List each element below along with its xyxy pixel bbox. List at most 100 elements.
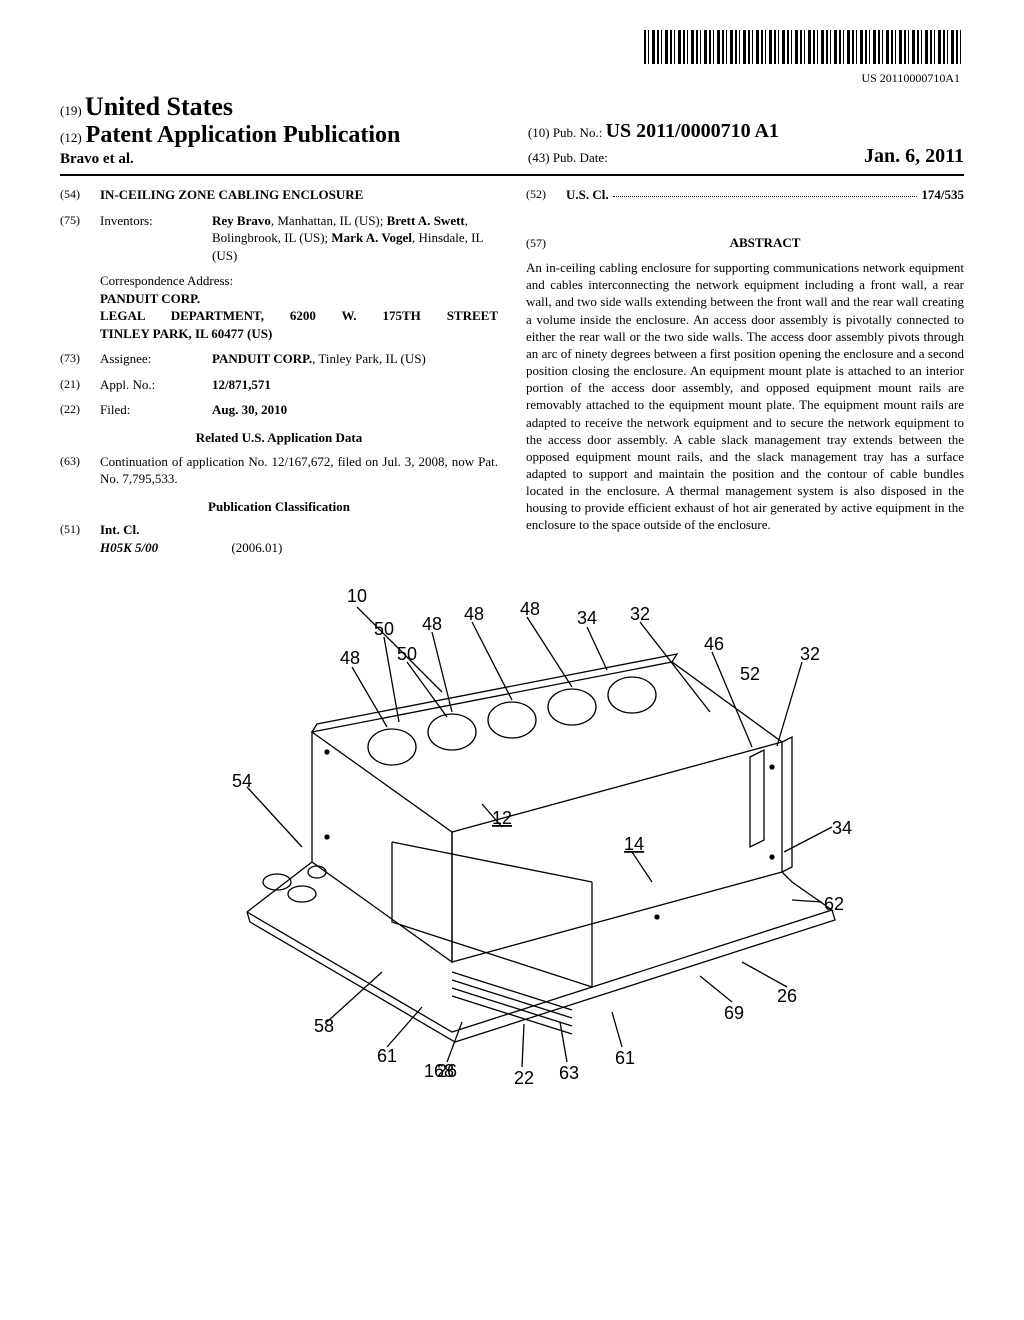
intcl-class: H05K 5/00 bbox=[100, 540, 158, 555]
uscl-row: (52) U.S. Cl. 174/535 bbox=[526, 186, 964, 204]
fig-lbl-63: 63 bbox=[559, 1063, 579, 1083]
abstract-code: (57) bbox=[526, 235, 566, 251]
pub-type: Patent Application Publication bbox=[86, 122, 401, 148]
header-row: (19) United States (12) Patent Applicati… bbox=[60, 92, 964, 168]
fig-lbl-61b: 61 bbox=[615, 1048, 635, 1068]
assignee-label: Assignee: bbox=[100, 350, 212, 368]
corr-line-1: LEGAL DEPARTMENT, 6200 W. 175TH STREET bbox=[100, 307, 498, 325]
abstract-text: An in-ceiling cabling enclosure for supp… bbox=[526, 259, 964, 534]
related-hdr: Related U.S. Application Data bbox=[60, 429, 498, 447]
intcl-code: (51) bbox=[60, 521, 100, 556]
assignee-bold: PANDUIT CORP. bbox=[212, 351, 312, 366]
invention-title: IN-CEILING ZONE CABLING ENCLOSURE bbox=[100, 186, 498, 204]
corr-line-0: PANDUIT CORP. bbox=[100, 290, 498, 308]
continuation-code: (63) bbox=[60, 453, 100, 488]
country-code: (19) bbox=[60, 103, 82, 118]
continuation-body: Continuation of application No. 12/167,6… bbox=[100, 453, 498, 488]
uscl-body: U.S. Cl. 174/535 bbox=[566, 186, 964, 204]
filed-code: (22) bbox=[60, 401, 100, 419]
pub-type-line: (12) Patent Application Publication bbox=[60, 122, 518, 149]
intcl-row: (51) Int. Cl. H05K 5/00 (2006.01) bbox=[60, 521, 498, 556]
abstract-header-row: (57) ABSTRACT bbox=[526, 220, 964, 260]
applno-label: Appl. No.: bbox=[100, 376, 212, 394]
fig-lbl-22: 22 bbox=[514, 1068, 534, 1088]
fig-lbl-62: 62 bbox=[824, 894, 844, 914]
pub-no-code: (10) bbox=[528, 125, 550, 140]
fig-lbl-50b: 50 bbox=[397, 644, 417, 664]
title-code: (54) bbox=[60, 186, 100, 204]
fig-lbl-10: 10 bbox=[347, 586, 367, 606]
pub-date-line: (43) Pub. Date: Jan. 6, 2011 bbox=[528, 145, 964, 168]
applno-row: (21) Appl. No.: 12/871,571 bbox=[60, 376, 498, 394]
fig-lbl-50a: 50 bbox=[374, 619, 394, 639]
uscl-code: (52) bbox=[526, 186, 566, 204]
inventors-code: (75) bbox=[60, 212, 100, 265]
patent-page: US 20110000710A1 (19) United States (12)… bbox=[0, 0, 1024, 1137]
fig-lbl-48d: 48 bbox=[520, 599, 540, 619]
fig-lbl-58: 58 bbox=[314, 1016, 334, 1036]
pd-left: (43) Pub. Date: bbox=[528, 150, 608, 166]
fig-lbl-32a: 32 bbox=[630, 604, 650, 624]
meta-columns: (54) IN-CEILING ZONE CABLING ENCLOSURE (… bbox=[60, 186, 964, 556]
pub-type-code: (12) bbox=[60, 130, 82, 145]
barcode-icon bbox=[644, 30, 964, 64]
filed-row: (22) Filed: Aug. 30, 2010 bbox=[60, 401, 498, 419]
applno-value: 12/871,571 bbox=[212, 376, 498, 394]
correspondence-row: Correspondence Address: PANDUIT CORP. LE… bbox=[60, 272, 498, 342]
fig-lbl-12: 12 bbox=[492, 808, 512, 828]
inventors-label: Inventors: bbox=[100, 212, 212, 265]
country-name: United States bbox=[85, 92, 233, 121]
corr-spacer bbox=[60, 272, 100, 342]
pub-date-code: (43) bbox=[528, 150, 550, 165]
inv-name-0: Rey Bravo bbox=[212, 213, 271, 228]
intcl-body: Int. Cl. H05K 5/00 (2006.01) bbox=[100, 521, 498, 556]
corr-label: Correspondence Address: bbox=[100, 272, 498, 290]
fig-lbl-46: 46 bbox=[704, 634, 724, 654]
pub-date-label: Pub. Date: bbox=[553, 150, 608, 165]
patent-figure: 10 12 14 22 26 26 32 32 34 34 46 48 48 4… bbox=[152, 572, 872, 1092]
pubclass-hdr: Publication Classification bbox=[60, 498, 498, 516]
country-line: (19) United States bbox=[60, 92, 518, 122]
meta-left: (54) IN-CEILING ZONE CABLING ENCLOSURE (… bbox=[60, 186, 498, 556]
barcode-block: US 20110000710A1 bbox=[60, 30, 964, 86]
figure-wrap: 10 12 14 22 26 26 32 32 34 34 46 48 48 4… bbox=[60, 572, 964, 1097]
inv-name-2: Mark A. Vogel bbox=[331, 230, 412, 245]
header-right: (10) Pub. No.: US 2011/0000710 A1 (43) P… bbox=[518, 120, 964, 168]
fig-lbl-34b: 34 bbox=[832, 818, 852, 838]
authors: Bravo et al. bbox=[60, 151, 518, 168]
intcl-year: (2006.01) bbox=[231, 540, 282, 555]
assignee-code: (73) bbox=[60, 350, 100, 368]
fig-lbl-52: 52 bbox=[740, 664, 760, 684]
inventors-row: (75) Inventors: Rey Bravo, Manhattan, IL… bbox=[60, 212, 498, 265]
pub-no-line: (10) Pub. No.: US 2011/0000710 A1 bbox=[528, 120, 964, 143]
fig-lbl-69: 69 bbox=[724, 1003, 744, 1023]
meta-right: (52) U.S. Cl. 174/535 (57) ABSTRACT An i… bbox=[526, 186, 964, 556]
fig-lbl-34a: 34 bbox=[577, 608, 597, 628]
fig-lbl-48c: 48 bbox=[464, 604, 484, 624]
filed-label: Filed: bbox=[100, 401, 212, 419]
fig-lbl-14: 14 bbox=[624, 834, 644, 854]
inv-name-1: Brett A. Swett bbox=[387, 213, 465, 228]
filed-value: Aug. 30, 2010 bbox=[212, 401, 498, 419]
abstract-title: ABSTRACT bbox=[566, 234, 964, 252]
title-row: (54) IN-CEILING ZONE CABLING ENCLOSURE bbox=[60, 186, 498, 204]
continuation-row: (63) Continuation of application No. 12/… bbox=[60, 453, 498, 488]
correspondence-body: Correspondence Address: PANDUIT CORP. LE… bbox=[100, 272, 498, 342]
fig-lbl-61a: 61 bbox=[377, 1046, 397, 1066]
inventors-body: Rey Bravo, Manhattan, IL (US); Brett A. … bbox=[212, 212, 498, 265]
intcl-line: H05K 5/00 (2006.01) bbox=[100, 539, 498, 557]
applno-code: (21) bbox=[60, 376, 100, 394]
fig-lbl-26a: 26 bbox=[777, 986, 797, 1006]
assignee-body: PANDUIT CORP., Tinley Park, IL (US) bbox=[212, 350, 498, 368]
divider bbox=[60, 174, 964, 176]
fig-lbl-48a: 48 bbox=[340, 648, 360, 668]
assignee-row: (73) Assignee: PANDUIT CORP., Tinley Par… bbox=[60, 350, 498, 368]
fig-lbl-168: 168 bbox=[424, 1061, 454, 1081]
fig-lbl-32b: 32 bbox=[800, 644, 820, 664]
pub-no-value: US 2011/0000710 A1 bbox=[606, 120, 779, 142]
fig-lbl-54: 54 bbox=[232, 771, 252, 791]
pub-date-value: Jan. 6, 2011 bbox=[864, 145, 964, 168]
pub-no-label: Pub. No.: bbox=[553, 125, 602, 140]
intcl-label: Int. Cl. bbox=[100, 521, 498, 539]
barcode-id: US 20110000710A1 bbox=[60, 71, 960, 86]
